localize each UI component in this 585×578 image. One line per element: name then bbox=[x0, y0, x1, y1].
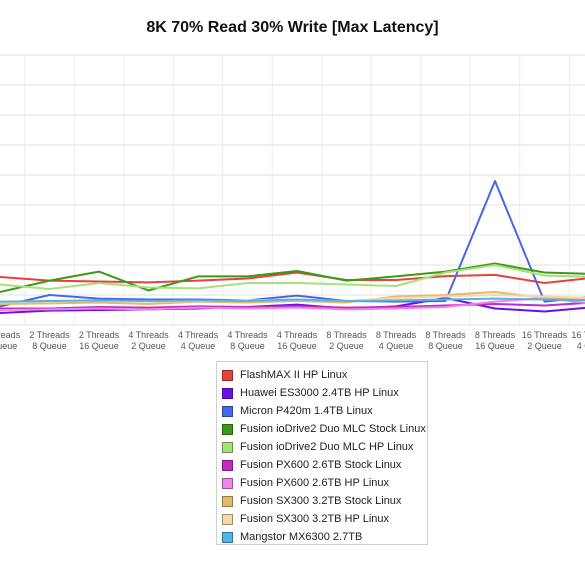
legend-label: Fusion SX300 3.2TB Stock Linux bbox=[240, 495, 402, 507]
x-tick-label: 2 Threads bbox=[79, 330, 120, 340]
legend-swatch bbox=[222, 477, 233, 489]
legend-swatch bbox=[222, 459, 233, 471]
legend-swatch bbox=[222, 531, 233, 543]
x-tick-label: 16 Queue bbox=[475, 341, 515, 351]
legend-item[interactable]: Fusion ioDrive2 Duo MLC Stock Linux bbox=[217, 420, 427, 438]
legend-item[interactable]: Fusion PX600 2.6TB HP Linux bbox=[217, 474, 427, 492]
series-line bbox=[0, 291, 585, 305]
legend-item[interactable]: Fusion ioDrive2 Duo MLC HP Linux bbox=[217, 438, 427, 456]
legend-label: Fusion PX600 2.6TB Stock Linux bbox=[240, 459, 402, 471]
legend-swatch bbox=[222, 405, 233, 417]
x-tick-label: 8 Threads bbox=[425, 330, 466, 340]
series-line bbox=[0, 180, 585, 308]
legend-label: FlashMAX II HP Linux bbox=[240, 369, 348, 381]
grid bbox=[0, 54, 585, 326]
x-tick-label: 4 Queue bbox=[0, 341, 17, 351]
x-tick-label: 2 Queue bbox=[329, 341, 364, 351]
legend-swatch bbox=[222, 423, 233, 435]
x-tick-label: 8 Threads bbox=[475, 330, 516, 340]
x-tick-label: 2 Threads bbox=[29, 330, 70, 340]
x-tick-label: 4 Queue bbox=[379, 341, 414, 351]
legend-swatch bbox=[222, 369, 233, 381]
legend-swatch bbox=[222, 441, 233, 453]
x-tick-label: 16 Threads bbox=[522, 330, 568, 340]
series-line bbox=[0, 297, 585, 311]
legend-item[interactable]: Micron P420m 1.4TB Linux bbox=[217, 402, 427, 420]
chart-title: 8K 70% Read 30% Write [Max Latency] bbox=[146, 19, 439, 36]
x-tick-label: 2 Threads bbox=[0, 330, 21, 340]
x-tick-label: 2 Queue bbox=[527, 341, 562, 351]
legend-label: Fusion ioDrive2 Duo MLC Stock Linux bbox=[240, 423, 426, 435]
legend-label: Fusion PX600 2.6TB HP Linux bbox=[240, 477, 389, 489]
legend-swatch bbox=[222, 513, 233, 525]
legend-label: Mangstor MX6300 2.7TB bbox=[240, 531, 363, 543]
x-tick-label: 4 Threads bbox=[178, 330, 219, 340]
x-tick-label: 8 Queue bbox=[32, 341, 67, 351]
legend-swatch bbox=[222, 387, 233, 399]
legend-item[interactable]: Fusion SX300 3.2TB HP Linux bbox=[217, 510, 427, 528]
legend-item[interactable]: Fusion PX600 2.6TB Stock Linux bbox=[217, 456, 427, 474]
series-lines bbox=[0, 180, 585, 314]
series-line bbox=[0, 297, 585, 303]
legend-item[interactable]: FlashMAX II HP Linux bbox=[217, 366, 427, 384]
x-tick-label: 8 Threads bbox=[376, 330, 417, 340]
x-tick-label: 8 Queue bbox=[428, 341, 463, 351]
series-line bbox=[0, 297, 585, 314]
series-line bbox=[0, 264, 585, 290]
x-tick-label: 4 Queue bbox=[577, 341, 585, 351]
legend-item[interactable]: Fusion SX300 3.2TB Stock Linux bbox=[217, 492, 427, 510]
legend-item[interactable]: Mangstor MX6300 2.7TB bbox=[217, 528, 427, 546]
x-tick-label: 4 Threads bbox=[227, 330, 268, 340]
x-tick-label: 4 Threads bbox=[128, 330, 169, 340]
x-tick-label: 16 Queue bbox=[277, 341, 317, 351]
series-line bbox=[0, 262, 585, 293]
x-tick-label: 16 Queue bbox=[79, 341, 119, 351]
x-tick-label: 2 Queue bbox=[131, 341, 166, 351]
series-line bbox=[0, 271, 585, 284]
legend-item[interactable]: Huawei ES3000 2.4TB HP Linux bbox=[217, 384, 427, 402]
legend-label: Micron P420m 1.4TB Linux bbox=[240, 405, 373, 417]
x-tick-label: 8 Threads bbox=[326, 330, 367, 340]
legend-label: Fusion ioDrive2 Duo MLC HP Linux bbox=[240, 441, 414, 453]
legend-label: Huawei ES3000 2.4TB HP Linux bbox=[240, 387, 399, 399]
x-tick-label: 4 Queue bbox=[181, 341, 216, 351]
series-line bbox=[0, 302, 585, 310]
legend: FlashMAX II HP Linux Huawei ES3000 2.4TB … bbox=[216, 361, 428, 545]
legend-swatch bbox=[222, 495, 233, 507]
legend-label: Fusion SX300 3.2TB HP Linux bbox=[240, 513, 389, 525]
x-tick-label: 16 Threads bbox=[571, 330, 585, 340]
x-tick-label: 8 Queue bbox=[230, 341, 265, 351]
x-tick-label: 4 Threads bbox=[277, 330, 318, 340]
